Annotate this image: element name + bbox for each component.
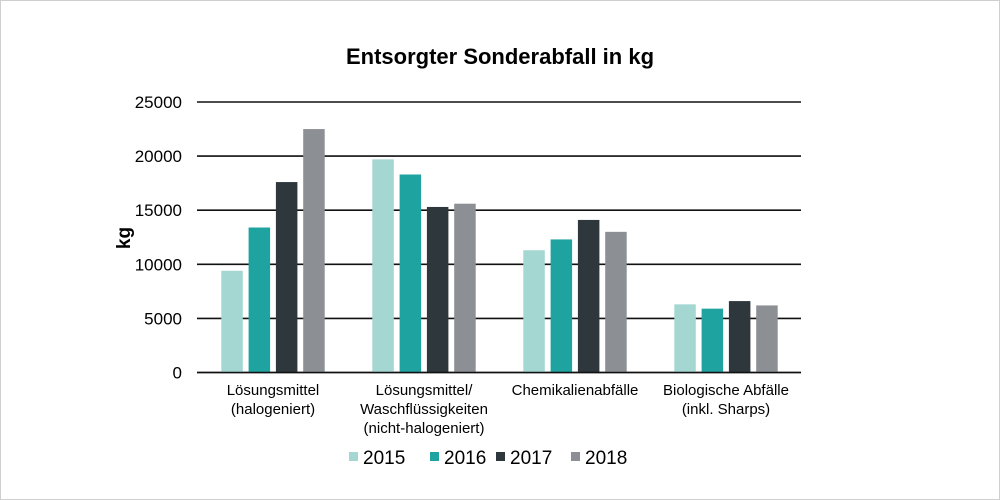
bar-2016-1 xyxy=(399,174,422,373)
legend-label: 2018 xyxy=(585,448,627,469)
category-label: Biologische Abfälle (inkl. Sharps) xyxy=(663,382,789,418)
bar-2015-2 xyxy=(523,250,545,373)
bar-2018-3 xyxy=(756,305,778,373)
category-label-line: (halogeniert) xyxy=(231,401,315,418)
bar-2016-2 xyxy=(550,239,573,373)
bar-2017-3 xyxy=(728,301,751,373)
legend: 2015 2016 2017 2018 xyxy=(349,448,627,469)
legend-swatch xyxy=(571,452,580,461)
bar-2016-0 xyxy=(248,227,271,373)
y-tick-label: 5000 xyxy=(144,309,182,328)
category-label-line: (nicht-halogeniert) xyxy=(364,420,485,437)
bar-2018-1 xyxy=(454,203,476,373)
bar-2018-2 xyxy=(605,231,627,373)
category-label-line: Chemikalienabfälle xyxy=(512,382,639,399)
y-tick-label: 25000 xyxy=(135,93,182,112)
category-label-line: Waschflüssigkeiten xyxy=(360,401,488,418)
bar-2017-1 xyxy=(426,206,449,373)
legend-swatch xyxy=(349,452,358,461)
legend-item-2017: 2017 xyxy=(496,448,552,469)
category-label: Chemikalienabfälle xyxy=(512,382,639,399)
category-label-line: Biologische Abfälle xyxy=(663,382,789,399)
category-label: Lösungsmittel (halogeniert) xyxy=(227,382,320,418)
y-tick-label: 0 xyxy=(173,364,182,383)
legend-label: 2017 xyxy=(510,448,552,469)
category-label-line: Lösungsmittel xyxy=(227,382,320,399)
y-tick-label: 15000 xyxy=(135,201,182,220)
bar-2015-3 xyxy=(674,304,696,373)
chart-title: Entsorgter Sonderabfall in kg xyxy=(346,44,654,69)
bar-2017-2 xyxy=(577,219,600,373)
bars xyxy=(197,129,801,374)
y-tick-label: 20000 xyxy=(135,147,182,166)
x-axis-category-labels: Lösungsmittel (halogeniert) Lösungsmittel/… xyxy=(227,382,789,437)
y-tick-label: 10000 xyxy=(135,255,182,274)
legend-label: 2015 xyxy=(363,448,405,469)
bar-2015-1 xyxy=(372,159,394,373)
bar-2017-0 xyxy=(275,182,298,373)
category-label-line: Lösungsmittel/ xyxy=(376,382,474,399)
legend-swatch xyxy=(430,452,439,461)
bar-2015-0 xyxy=(221,270,243,373)
bar-2016-3 xyxy=(701,308,724,373)
legend-label: 2016 xyxy=(444,448,486,469)
bar-2018-0 xyxy=(303,129,325,373)
legend-swatch xyxy=(496,452,505,461)
category-label-line: (inkl. Sharps) xyxy=(682,401,770,418)
category-label: Lösungsmittel/Waschflüssigkeiten (nicht-h… xyxy=(360,382,488,437)
legend-item-2018: 2018 xyxy=(571,448,627,469)
legend-item-2015: 2015 xyxy=(349,448,405,469)
legend-item-2016: 2016 xyxy=(430,448,486,469)
y-axis-ticks: 0 5000 10000 15000 20000 25000 xyxy=(135,93,182,383)
y-axis-label: kg xyxy=(114,227,135,249)
